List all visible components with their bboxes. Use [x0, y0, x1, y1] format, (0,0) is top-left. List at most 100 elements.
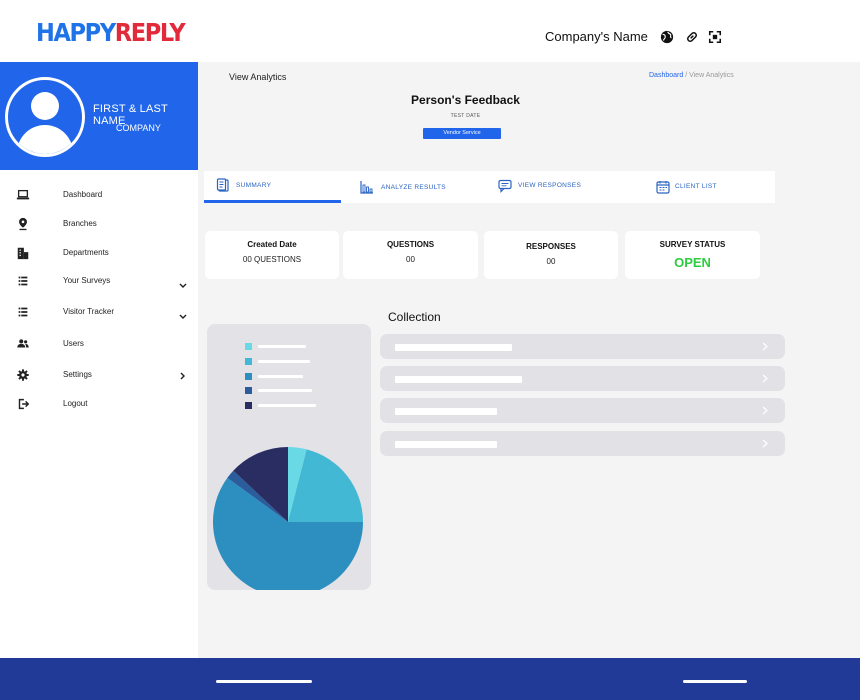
chevron-right-icon	[762, 406, 768, 415]
sidebar-item-label: Dashboard	[63, 190, 103, 199]
tab-label: VIEW RESPONSES	[518, 182, 582, 189]
page-title: View Analytics	[229, 72, 287, 82]
sidebar-item-label: Departments	[63, 248, 109, 257]
pie-slice	[227, 470, 288, 522]
logo-text-happy: HAPPY	[36, 18, 116, 47]
profile-name: FIRST & LAST NAME	[93, 103, 168, 127]
chevron-down-icon[interactable]	[178, 281, 188, 291]
sidebar: FIRST & LAST NAME COMPANY Dashboard Bran…	[0, 62, 198, 658]
legend-label-placeholder	[258, 404, 316, 407]
sidebar-item-label: Logout	[63, 399, 88, 408]
stat-card-questions: QUESTIONS 00	[343, 231, 478, 279]
collection-item[interactable]	[380, 398, 785, 423]
breadcrumb: Dashboard / View Analytics	[649, 72, 734, 79]
sidebar-item-label: Your Surveys	[63, 276, 111, 285]
breadcrumb-link-dashboard[interactable]: Dashboard	[649, 72, 684, 79]
chevron-right-icon[interactable]	[178, 371, 188, 381]
stat-label: Created Date	[247, 240, 297, 249]
list-icon	[15, 274, 31, 288]
users-icon	[15, 337, 31, 351]
stat-card-responses: RESPONSES 00	[484, 231, 618, 279]
bar-chart-icon	[360, 181, 373, 194]
company-name: Company's Name	[545, 29, 648, 44]
tab-view-responses[interactable]: VIEW RESPONSES	[492, 171, 632, 203]
stat-label: QUESTIONS	[386, 240, 435, 249]
clipboard-icon	[216, 178, 229, 192]
tab-label: CLIENT LIST	[675, 183, 717, 190]
collection-item[interactable]	[380, 431, 785, 456]
tab-bar: SUMMARY ANALYZE RESULTS VIEW RESPONSES C…	[204, 171, 775, 203]
collection-title: Collection	[388, 310, 441, 324]
sidebar-item-your-surveys[interactable]: Your Surveys	[0, 270, 198, 294]
collection-item-placeholder	[395, 441, 497, 448]
breadcrumb-current: / View Analytics	[683, 72, 734, 79]
legend-label-placeholder	[258, 389, 312, 392]
sidebar-item-label: Visitor Tracker	[63, 307, 114, 316]
legend-swatch	[245, 373, 252, 380]
happyreply-logo[interactable]: HAPPYREPLY	[36, 18, 186, 47]
sidebar-item-dashboard[interactable]: Dashboard	[0, 184, 198, 208]
building-icon	[15, 246, 31, 260]
chevron-right-icon	[762, 342, 768, 351]
pie-slice	[288, 447, 307, 522]
chevron-down-icon[interactable]	[178, 312, 188, 322]
chat-icon	[498, 179, 512, 193]
collection-item[interactable]	[380, 366, 785, 391]
collection-item-placeholder	[395, 376, 522, 383]
logo-text-reply: REPLY	[114, 18, 186, 47]
feedback-title: Person's Feedback	[411, 93, 520, 107]
legend-label-placeholder	[258, 345, 306, 348]
collection-item-placeholder	[395, 408, 497, 415]
footer-bar	[0, 658, 860, 700]
legend-swatch	[245, 358, 252, 365]
globe-icon[interactable]	[659, 29, 675, 45]
fullscreen-icon[interactable]	[707, 29, 723, 45]
footer-handle-left	[216, 680, 312, 683]
top-header: HAPPYREPLY Company's Name	[0, 0, 860, 62]
test-date: TEST DATE	[450, 113, 481, 119]
location-pin-icon	[15, 217, 31, 231]
tab-summary[interactable]: SUMMARY	[204, 171, 341, 203]
gear-icon	[15, 368, 31, 382]
sidebar-item-label: Settings	[63, 370, 92, 379]
tab-client-list[interactable]: CLIENT LIST	[650, 171, 770, 203]
legend-swatch	[245, 343, 252, 350]
footer-handle-right	[683, 680, 747, 683]
main-content: View Analytics Dashboard / View Analytic…	[198, 62, 860, 658]
stat-value: 00	[546, 257, 556, 266]
sidebar-item-label: Branches	[63, 219, 97, 228]
sidebar-item-visitor-tracker[interactable]: Visitor Tracker	[0, 301, 198, 325]
chart-panel	[207, 324, 371, 590]
sidebar-item-logout[interactable]: Logout	[0, 393, 198, 417]
avatar[interactable]	[5, 77, 85, 157]
stat-value: 00	[406, 255, 415, 264]
legend-label-placeholder	[258, 360, 310, 363]
legend-label-placeholder	[258, 375, 303, 378]
legend-swatch	[245, 387, 252, 394]
tab-label: SUMMARY	[236, 182, 272, 189]
collection-item[interactable]	[380, 334, 785, 359]
logout-icon	[15, 397, 31, 411]
pie-slice	[233, 447, 288, 522]
stat-label: SURVEY STATUS	[659, 240, 726, 249]
sidebar-item-label: Users	[63, 339, 84, 348]
tab-analyze-results[interactable]: ANALYZE RESULTS	[354, 171, 484, 203]
sidebar-item-users[interactable]: Users	[0, 333, 198, 357]
stat-card-created-date: Created Date 00 QUESTIONS	[205, 231, 339, 279]
stat-value: 00 QUESTIONS	[242, 255, 302, 264]
pie-chart	[213, 447, 363, 590]
stat-label: RESPONSES	[526, 242, 576, 251]
tab-label: ANALYZE RESULTS	[381, 184, 446, 191]
sidebar-item-branches[interactable]: Branches	[0, 213, 198, 237]
pie-slice	[288, 449, 363, 522]
chevron-right-icon	[762, 439, 768, 448]
sidebar-item-settings[interactable]: Settings	[0, 364, 198, 388]
profile-company: COMPANY	[116, 123, 161, 133]
status-badge: OPEN	[674, 255, 711, 270]
legend-swatch	[245, 402, 252, 409]
sidebar-item-departments[interactable]: Departments	[0, 242, 198, 266]
vendor-service-badge[interactable]: Vendor Service	[423, 128, 501, 139]
link-icon[interactable]	[684, 29, 700, 45]
stat-card-survey-status: SURVEY STATUS OPEN	[625, 231, 760, 279]
list-icon	[15, 305, 31, 319]
